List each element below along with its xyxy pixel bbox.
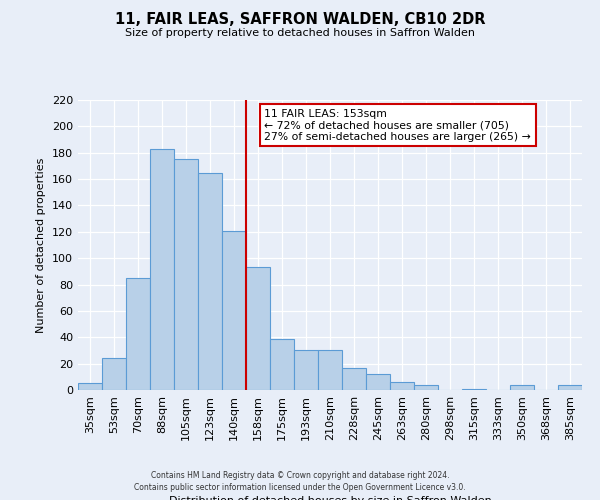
Bar (246, 268, 270, 390)
Bar (510, 384, 534, 390)
Bar (390, 382, 414, 390)
Text: Size of property relative to detached houses in Saffron Walden: Size of property relative to detached ho… (125, 28, 475, 38)
Bar (126, 278, 150, 390)
Text: Contains HM Land Registry data © Crown copyright and database right 2024.
Contai: Contains HM Land Registry data © Crown c… (134, 471, 466, 492)
X-axis label: Distribution of detached houses by size in Saffron Walden: Distribution of detached houses by size … (169, 496, 491, 500)
Bar (414, 384, 438, 390)
Text: 11 FAIR LEAS: 153sqm
← 72% of detached houses are smaller (705)
27% of semi-deta: 11 FAIR LEAS: 153sqm ← 72% of detached h… (265, 108, 531, 142)
Bar (102, 358, 126, 390)
Bar (174, 160, 198, 390)
Text: 11, FAIR LEAS, SAFFRON WALDEN, CB10 2DR: 11, FAIR LEAS, SAFFRON WALDEN, CB10 2DR (115, 12, 485, 28)
Bar (366, 374, 390, 390)
Bar (198, 172, 222, 390)
Bar (558, 384, 582, 390)
Y-axis label: Number of detached properties: Number of detached properties (37, 158, 46, 332)
Bar (318, 350, 342, 390)
Bar (270, 338, 294, 390)
Bar (294, 350, 318, 390)
Bar (222, 230, 246, 390)
Bar (342, 368, 366, 390)
Bar (462, 388, 486, 390)
Bar (150, 149, 174, 390)
Bar (78, 384, 102, 390)
